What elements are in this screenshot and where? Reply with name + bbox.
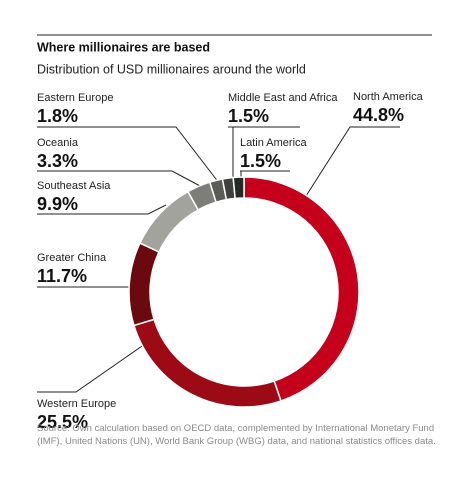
- chart-title: Where millionaires are based: [37, 40, 210, 54]
- segment-label: North America: [353, 91, 424, 103]
- segment-label: Southeast Asia: [37, 180, 111, 192]
- donut-segment: [243, 176, 360, 402]
- source-note: Source: Own calculation based on OECD da…: [37, 423, 436, 447]
- donut-segment: [138, 190, 200, 253]
- value-label: 11.7%: [37, 266, 87, 286]
- segment-label: Eastern Europe: [37, 92, 113, 104]
- segment-label: Greater China: [37, 252, 107, 264]
- value-label: 1.8%: [37, 106, 78, 126]
- value-label: 9.9%: [37, 194, 78, 214]
- value-label: 1.5%: [240, 151, 281, 171]
- value-label: 1.5%: [228, 106, 269, 126]
- donut-segment: [232, 176, 245, 200]
- value-label: 44.8%: [353, 105, 404, 125]
- segment-label: Western Europe: [37, 398, 116, 410]
- segment-label: Latin America: [240, 137, 308, 149]
- chart-subtitle: Distribution of USD millionaires around …: [37, 62, 306, 76]
- segment-label: Middle East and Africa: [228, 92, 338, 104]
- value-label: 25.5%: [37, 412, 88, 432]
- donut-segment: [128, 242, 160, 327]
- donut-segment: [133, 318, 282, 408]
- segment-label: Oceania: [37, 137, 79, 149]
- value-label: 3.3%: [37, 151, 78, 171]
- leader-lines: [37, 126, 400, 393]
